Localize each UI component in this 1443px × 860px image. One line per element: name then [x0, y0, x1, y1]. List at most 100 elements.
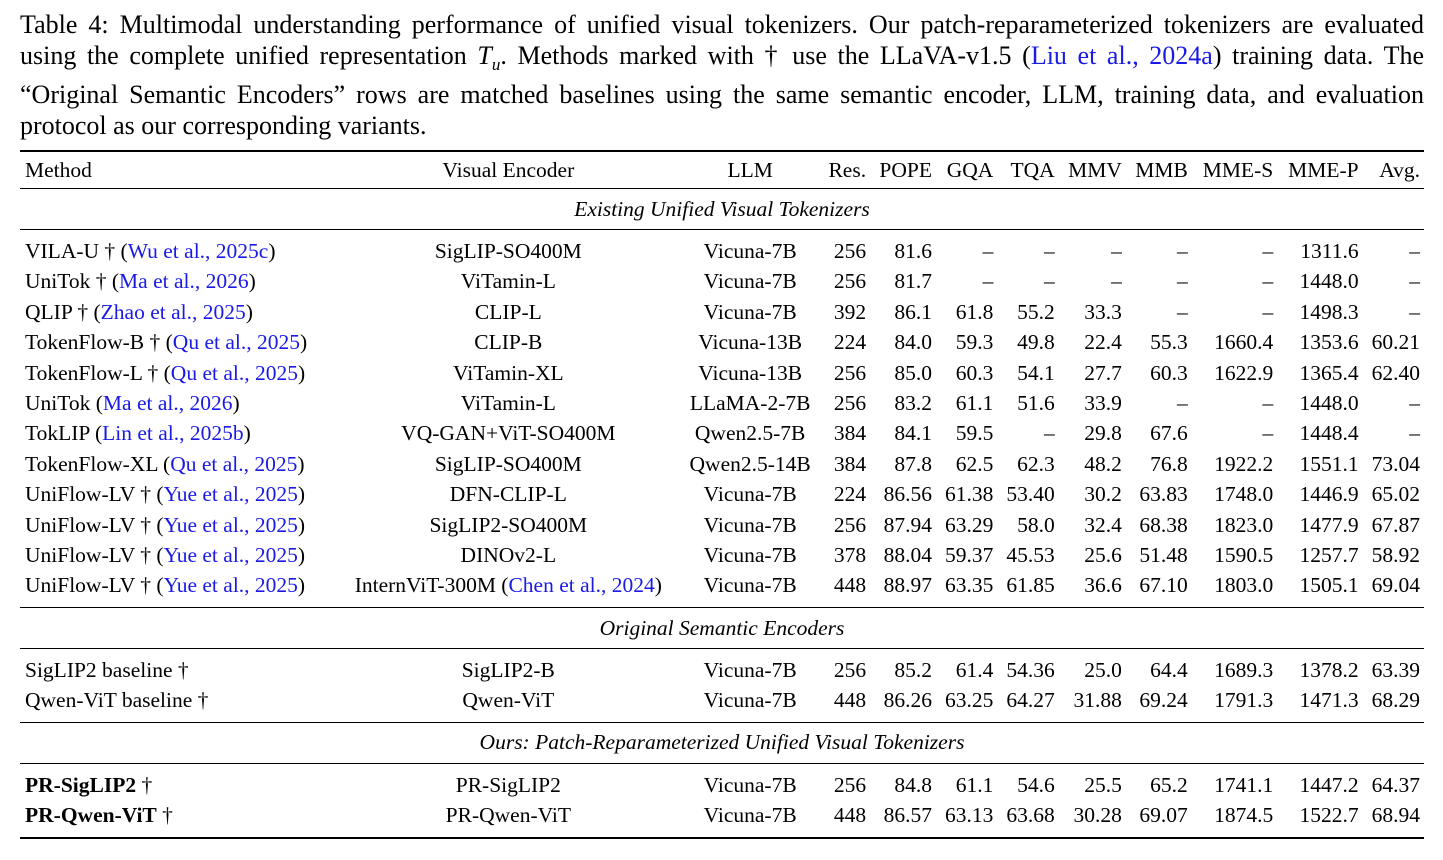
- visual-encoder-cell: VQ-GAN+ViT-SO400M: [401, 421, 616, 446]
- table-row: UniFlow-LV † (Yue et al., 2025) DFN-CLIP-…: [20, 479, 1424, 509]
- value-cell: 69.24: [1139, 688, 1188, 713]
- citation-link[interactable]: Wu et al., 2025c: [127, 239, 269, 263]
- value-cell: 86.57: [883, 803, 932, 828]
- method-label: SigLIP2 baseline †: [25, 657, 189, 682]
- value-cell: 1498.3: [1299, 299, 1359, 324]
- citation-link[interactable]: Lin et al., 2025b: [102, 421, 244, 446]
- value-cell: 76.8: [1150, 451, 1188, 476]
- citation-close: ): [297, 360, 306, 385]
- visual-encoder-cell: ViTamin-L: [460, 391, 556, 416]
- method-label: TokenFlow-B † (: [25, 330, 173, 355]
- value-cell: 1505.1: [1299, 573, 1359, 598]
- citation-link[interactable]: Yue et al., 2025: [163, 573, 298, 598]
- citation-link[interactable]: Ma et al., 2026: [102, 391, 233, 416]
- value-cell: 1477.9: [1299, 512, 1359, 537]
- method-cell: UniFlow-LV † (Yue et al., 2025): [20, 510, 337, 540]
- citation-close: ): [297, 451, 305, 476]
- method-cell: TokenFlow-XL (Qu et al., 2025): [20, 449, 337, 479]
- value-cell: 63.39: [1371, 657, 1420, 682]
- section-header-row: Existing Unified Visual Tokenizers: [20, 188, 1424, 230]
- caption-suffix: ) training data. The “Original Semantic …: [20, 40, 1424, 140]
- method-cell: PR-Qwen-ViT †: [20, 800, 337, 830]
- value-cell: 83.2: [894, 391, 932, 416]
- llm-cell: LLaMA-2-7B: [689, 391, 811, 416]
- value-cell: 1551.1: [1299, 451, 1359, 476]
- citation-link[interactable]: Qu et al., 2025: [170, 360, 298, 385]
- value-cell: 32.4: [1084, 512, 1122, 537]
- citation-close: ): [232, 391, 240, 416]
- citation-close: ): [299, 330, 308, 355]
- value-cell: –: [1262, 421, 1274, 446]
- value-cell: 36.6: [1084, 573, 1122, 598]
- caption-math-symbol: Tu: [477, 40, 501, 74]
- citation-link[interactable]: Yue et al., 2025: [163, 482, 298, 507]
- citation-link[interactable]: Qu et al., 2025: [170, 451, 298, 476]
- value-cell: 1446.9: [1299, 482, 1359, 507]
- llm-cell: Vicuna-7B: [703, 772, 797, 797]
- method-cell: VILA-U † (Wu et al., 2025c): [20, 236, 337, 266]
- value-cell: 81.6: [894, 239, 932, 263]
- table-row: Qwen-ViT baseline † Qwen-ViT Vicuna-7B 448 8…: [20, 685, 1424, 715]
- visual-encoder-cell: SigLIP-SO400M: [434, 239, 582, 263]
- citation-link[interactable]: Ma et al., 2026: [119, 269, 249, 294]
- section-title: Ours: Patch-Reparameterized Unified Visu…: [20, 722, 1424, 764]
- method-label: UniFlow-LV † (: [25, 543, 164, 568]
- value-cell: 256: [833, 512, 867, 537]
- encoder-citation-link[interactable]: Chen et al., 2024: [508, 573, 655, 598]
- value-cell: 55.3: [1150, 330, 1188, 355]
- table-row: PR-Qwen-ViT † PR-Qwen-ViT Vicuna-7B 448 86.5…: [20, 800, 1424, 830]
- value-cell: 60.21: [1371, 330, 1420, 355]
- value-cell: 33.3: [1084, 299, 1122, 324]
- value-cell: –: [1043, 421, 1055, 446]
- value-cell: 1874.5: [1214, 803, 1274, 828]
- value-cell: –: [982, 269, 994, 294]
- llm-cell: Vicuna-7B: [703, 573, 797, 598]
- visual-encoder-cell: SigLIP2-SO400M: [429, 512, 588, 537]
- caption-citation-link[interactable]: Liu et al., 2024a: [1030, 40, 1213, 70]
- citation-link[interactable]: Yue et al., 2025: [163, 543, 298, 568]
- caption-middle: . Methods marked with † use the LLaVA-v1…: [500, 40, 1031, 70]
- section-title: Existing Unified Visual Tokenizers: [20, 188, 1424, 230]
- header-method: Method: [20, 150, 337, 189]
- header-mme-s: MME-S: [1191, 150, 1278, 189]
- value-cell: 1922.2: [1214, 451, 1274, 476]
- table-row: SigLIP2 baseline † SigLIP2-B Vicuna-7B 256 8…: [20, 655, 1424, 685]
- value-cell: 54.1: [1017, 360, 1055, 385]
- value-cell: 1448.4: [1299, 421, 1359, 446]
- header-llm: LLM: [679, 150, 821, 189]
- llm-cell: Vicuna-7B: [703, 657, 797, 682]
- llm-cell: Vicuna-7B: [703, 239, 797, 263]
- visual-encoder-cell: SigLIP-SO400M: [434, 451, 582, 476]
- value-cell: 256: [833, 772, 867, 797]
- citation-link[interactable]: Zhao et al., 2025: [100, 299, 246, 324]
- citation-link[interactable]: Qu et al., 2025: [172, 330, 300, 355]
- value-cell: 61.85: [1006, 573, 1055, 598]
- value-cell: 86.26: [883, 688, 932, 713]
- value-cell: –: [1043, 269, 1055, 294]
- method-name: PR-SigLIP2: [25, 772, 137, 797]
- method-label: Qwen-ViT baseline †: [25, 688, 209, 713]
- visual-encoder-cell: DINOv2-L: [460, 543, 557, 568]
- value-cell: 30.2: [1084, 482, 1122, 507]
- method-cell: UniTok † (Ma et al., 2026): [20, 266, 337, 296]
- value-cell: 86.56: [883, 482, 932, 507]
- method-label: UniFlow-LV † (: [25, 573, 164, 598]
- value-cell: 64.27: [1006, 688, 1055, 713]
- table-row: PR-SigLIP2 † PR-SigLIP2 Vicuna-7B 256 84.8 61…: [20, 770, 1424, 800]
- value-cell: 224: [833, 330, 867, 355]
- spacer-row: [20, 830, 1424, 839]
- value-cell: 1748.0: [1214, 482, 1274, 507]
- value-cell: 68.29: [1371, 688, 1420, 713]
- table-body: Existing Unified Visual Tokenizers VILA-U…: [20, 188, 1424, 839]
- llm-cell: Vicuna-7B: [703, 269, 797, 294]
- header-mmv: MMV: [1058, 150, 1126, 189]
- value-cell: 87.94: [883, 512, 932, 537]
- table-caption: Table 4: Multimodal understanding perfor…: [20, 10, 1424, 141]
- value-cell: 1353.6: [1299, 330, 1359, 355]
- citation-close: ): [297, 543, 306, 568]
- method-label: TokLIP (: [25, 421, 103, 446]
- value-cell: 256: [833, 657, 867, 682]
- value-cell: –: [1262, 391, 1274, 416]
- value-cell: 61.4: [955, 657, 994, 682]
- citation-link[interactable]: Yue et al., 2025: [163, 512, 298, 537]
